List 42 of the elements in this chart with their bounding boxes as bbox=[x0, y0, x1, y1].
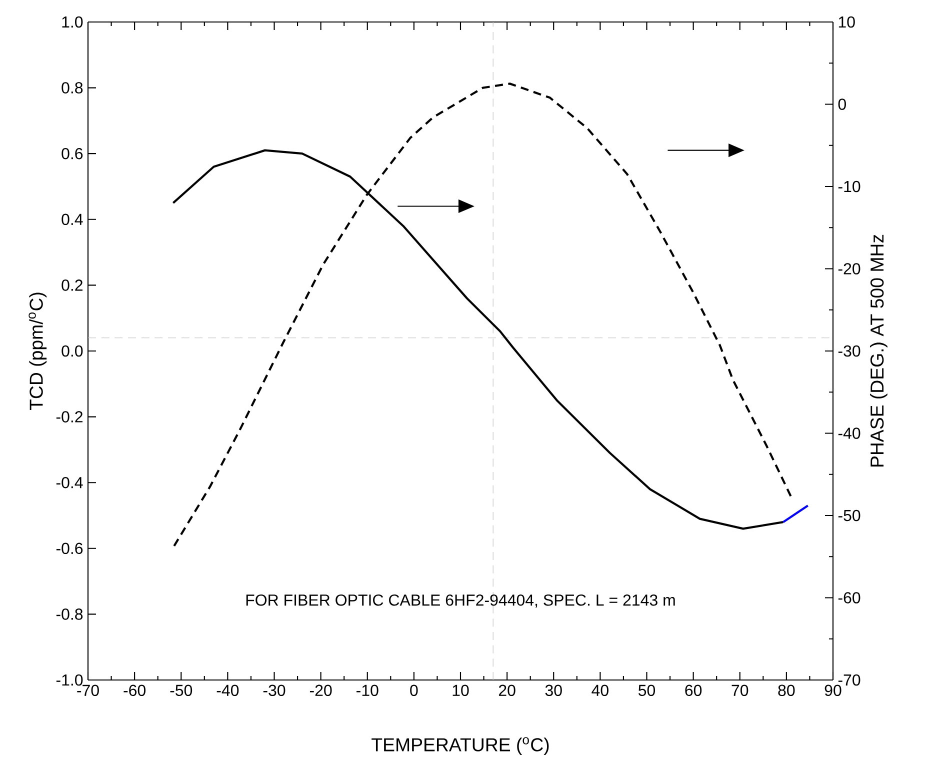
x-tick-label: -40 bbox=[216, 684, 239, 696]
y-tick-label: 1.0 bbox=[62, 16, 83, 28]
x-tick-label: 20 bbox=[498, 684, 516, 696]
y-tick-label: 0.6 bbox=[62, 148, 83, 160]
y-tick-label: -1.0 bbox=[56, 674, 83, 686]
annotation: FOR FIBER OPTIC CABLE 6HF2-94404, SPEC. L = 2143 m bbox=[246, 594, 675, 608]
y2-tick-label: -60 bbox=[838, 592, 860, 604]
y-tick-label: -0.8 bbox=[56, 608, 83, 620]
x-tick-label: -20 bbox=[310, 684, 332, 696]
y-tick-label: 0.8 bbox=[62, 82, 83, 94]
y2-tick-label: 10 bbox=[838, 16, 855, 28]
y2-axis-title: PHASE (DEG.) AT 500 MHz bbox=[870, 234, 888, 467]
y-tick-label: -0.4 bbox=[56, 476, 83, 488]
x-tick-label: 10 bbox=[452, 684, 469, 696]
x-axis-title: TEMPERATURE ($^{o}$C) bbox=[372, 737, 549, 756]
x-tick-label: 60 bbox=[685, 684, 702, 696]
x-tick-label: 0 bbox=[410, 684, 418, 696]
x-tick-label: 50 bbox=[638, 684, 656, 696]
y2-tick-label: -30 bbox=[838, 345, 860, 357]
x-tick-label: -30 bbox=[263, 684, 286, 696]
y2-tick-label: -50 bbox=[838, 510, 860, 522]
y2-tick-label: -40 bbox=[838, 428, 860, 439]
x-tick-label: 30 bbox=[545, 684, 562, 696]
x-tick-label: -60 bbox=[124, 684, 146, 696]
x-tick-label: -50 bbox=[170, 684, 192, 696]
x-tick-label: 40 bbox=[592, 684, 608, 696]
y-tick-label: 0.0 bbox=[62, 345, 83, 357]
y-tick-label: 0.4 bbox=[62, 214, 83, 226]
y2-tick-label: 0 bbox=[838, 98, 846, 110]
x-tick-label: 70 bbox=[732, 684, 748, 696]
line-series bbox=[173, 82, 794, 548]
y2-tick-label: -70 bbox=[838, 674, 860, 686]
y-tick-label: 0.2 bbox=[62, 280, 82, 291]
y-tick-label: -0.2 bbox=[56, 411, 82, 422]
x-tick-label: -70 bbox=[77, 684, 99, 696]
y-tick-label: -0.6 bbox=[56, 542, 83, 554]
x-tick-label: -10 bbox=[356, 684, 378, 696]
y-axis-title: TCD (ppm/$^{o}$C) bbox=[28, 292, 47, 410]
x-tick-label: 80 bbox=[778, 684, 795, 696]
x-tick-label: 90 bbox=[824, 684, 842, 696]
y2-tick-label: -20 bbox=[838, 263, 860, 274]
y2-tick-label: -10 bbox=[838, 180, 860, 192]
